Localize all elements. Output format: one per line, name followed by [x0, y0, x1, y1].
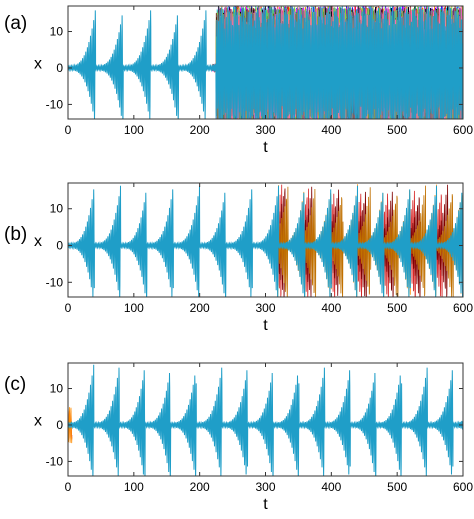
series-line — [68, 185, 463, 297]
y-tick-label: -10 — [46, 97, 64, 111]
y-tick-label: -10 — [46, 454, 64, 468]
y-tick-label: -10 — [46, 275, 64, 289]
y-tick-label: 0 — [56, 239, 63, 253]
x-tick-label: 0 — [65, 301, 72, 315]
plot-area — [68, 184, 463, 297]
x-tick-label: 300 — [255, 301, 275, 315]
x-tick-label: 100 — [124, 301, 144, 315]
y-tick-label: 10 — [50, 382, 64, 396]
x-tick-label: 400 — [321, 301, 341, 315]
y-tick-label: 10 — [50, 25, 64, 39]
y-tick-label: 0 — [56, 61, 63, 75]
x-axis-label: t — [263, 496, 268, 513]
plot-area — [68, 364, 463, 476]
panel-label: (a) — [4, 13, 27, 34]
y-axis-label: x — [34, 413, 42, 430]
panel-label: (c) — [4, 374, 26, 395]
ensemble-trace — [68, 407, 73, 444]
series-line — [68, 364, 463, 476]
x-tick-label: 400 — [321, 123, 341, 137]
x-tick-label: 0 — [65, 123, 72, 137]
x-tick-label: 600 — [453, 301, 473, 315]
x-tick-label: 300 — [255, 480, 275, 494]
x-tick-label: 100 — [124, 480, 144, 494]
y-axis-label: x — [34, 233, 42, 250]
x-axis-label: t — [263, 139, 268, 156]
panel-label: (b) — [4, 224, 27, 245]
x-tick-label: 300 — [255, 123, 275, 137]
x-tick-label: 500 — [387, 301, 407, 315]
y-axis-label: x — [34, 56, 42, 73]
series-line — [68, 6, 463, 119]
x-tick-label: 600 — [453, 480, 473, 494]
x-tick-label: 500 — [387, 123, 407, 137]
x-tick-label: 400 — [321, 480, 341, 494]
x-tick-label: 600 — [453, 123, 473, 137]
x-tick-label: 200 — [190, 480, 210, 494]
x-tick-label: 100 — [124, 123, 144, 137]
x-tick-label: 200 — [190, 123, 210, 137]
x-tick-label: 0 — [65, 480, 72, 494]
x-tick-label: 200 — [190, 301, 210, 315]
y-tick-label: 10 — [50, 202, 64, 216]
y-tick-label: 0 — [56, 418, 63, 432]
x-tick-label: 500 — [387, 480, 407, 494]
plot-area — [68, 6, 463, 119]
x-axis-label: t — [263, 317, 268, 334]
